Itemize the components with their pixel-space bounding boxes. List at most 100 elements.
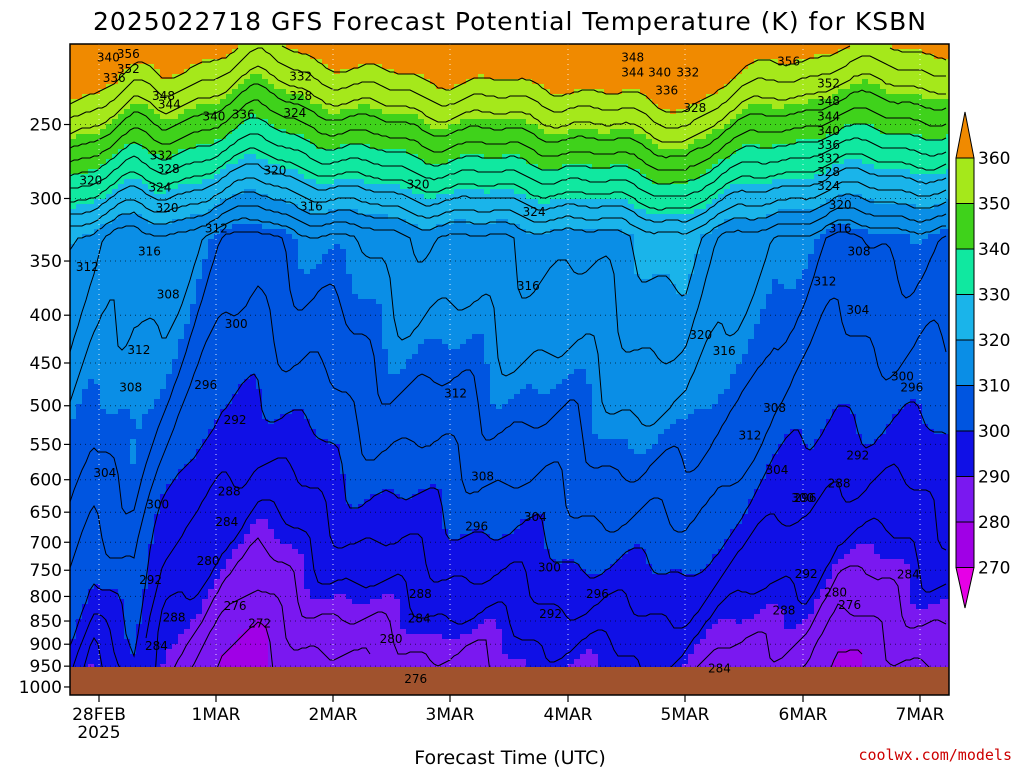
theta-cell bbox=[274, 69, 281, 75]
theta-cell bbox=[112, 384, 119, 390]
theta-cell bbox=[76, 589, 83, 595]
theta-cell bbox=[118, 449, 125, 455]
theta-cell bbox=[76, 379, 83, 385]
theta-cell bbox=[292, 484, 299, 490]
theta-cell bbox=[76, 649, 83, 655]
theta-cell bbox=[286, 209, 293, 215]
theta-cell bbox=[100, 279, 107, 285]
theta-cell bbox=[82, 564, 89, 570]
theta-cell bbox=[160, 569, 167, 575]
theta-cell bbox=[106, 429, 113, 435]
theta-cell bbox=[202, 599, 209, 605]
theta-cell bbox=[166, 584, 173, 590]
theta-cell bbox=[184, 584, 191, 590]
theta-cell bbox=[238, 224, 245, 230]
theta-cell bbox=[250, 504, 257, 510]
theta-cell bbox=[88, 614, 95, 620]
theta-cell bbox=[172, 549, 179, 555]
theta-cell bbox=[136, 119, 143, 125]
theta-cell bbox=[82, 484, 89, 490]
theta-cell bbox=[112, 564, 119, 570]
theta-cell bbox=[274, 129, 281, 135]
theta-cell bbox=[142, 434, 149, 440]
theta-cell bbox=[100, 229, 107, 235]
theta-cell bbox=[76, 479, 83, 485]
theta-cell bbox=[118, 349, 125, 355]
theta-cell bbox=[172, 399, 179, 405]
theta-cell bbox=[274, 364, 281, 370]
theta-cell bbox=[88, 304, 95, 310]
theta-cell bbox=[166, 634, 173, 640]
theta-cell bbox=[196, 264, 203, 270]
theta-cell bbox=[196, 219, 203, 225]
theta-cell bbox=[232, 294, 239, 300]
theta-cell bbox=[292, 204, 299, 210]
theta-cell bbox=[76, 354, 83, 360]
theta-cell bbox=[262, 224, 269, 230]
theta-cell bbox=[214, 539, 221, 545]
theta-cell bbox=[106, 519, 113, 525]
theta-cell bbox=[208, 54, 215, 60]
theta-cell bbox=[172, 459, 179, 465]
theta-cell bbox=[244, 589, 251, 595]
theta-cell bbox=[190, 479, 197, 485]
theta-cell bbox=[292, 169, 299, 175]
theta-cell bbox=[88, 324, 95, 330]
theta-cell bbox=[274, 534, 281, 540]
theta-cell bbox=[124, 529, 131, 535]
theta-cell bbox=[88, 664, 95, 670]
theta-cell bbox=[130, 279, 137, 285]
theta-cell bbox=[256, 629, 263, 635]
theta-cell bbox=[202, 609, 209, 615]
theta-cell bbox=[160, 109, 167, 115]
theta-cell bbox=[112, 649, 119, 655]
theta-cell bbox=[268, 494, 275, 500]
theta-cell bbox=[292, 454, 299, 460]
theta-cell bbox=[202, 404, 209, 410]
theta-cell bbox=[94, 59, 101, 65]
theta-cell bbox=[196, 654, 203, 660]
theta-cell bbox=[244, 104, 251, 110]
theta-cell bbox=[238, 514, 245, 520]
theta-cell bbox=[124, 389, 131, 395]
theta-cell bbox=[148, 289, 155, 295]
theta-cell bbox=[76, 219, 83, 225]
theta-cell bbox=[292, 324, 299, 330]
theta-cell bbox=[244, 214, 251, 220]
theta-cell bbox=[172, 654, 179, 660]
theta-cell bbox=[112, 234, 119, 240]
theta-cell bbox=[112, 494, 119, 500]
theta-cell bbox=[280, 569, 287, 575]
theta-cell bbox=[106, 359, 113, 365]
theta-cell bbox=[178, 99, 185, 105]
theta-cell bbox=[184, 279, 191, 285]
theta-cell bbox=[220, 624, 227, 630]
theta-cell bbox=[232, 404, 239, 410]
theta-cell bbox=[154, 244, 161, 250]
theta-cell bbox=[100, 344, 107, 350]
theta-cell bbox=[250, 344, 257, 350]
theta-cell bbox=[202, 574, 209, 580]
theta-cell bbox=[70, 349, 77, 355]
theta-cell bbox=[124, 44, 131, 50]
theta-cell bbox=[238, 304, 245, 310]
theta-cell bbox=[124, 224, 131, 230]
theta-cell bbox=[88, 49, 95, 55]
theta-cell bbox=[238, 424, 245, 430]
theta-cell bbox=[136, 269, 143, 275]
theta-cell bbox=[130, 239, 137, 245]
theta-cell bbox=[208, 89, 215, 95]
theta-cell bbox=[118, 504, 125, 510]
theta-cell bbox=[130, 119, 137, 125]
theta-cell bbox=[148, 149, 155, 155]
theta-cell bbox=[100, 354, 107, 360]
theta-cell bbox=[118, 424, 125, 430]
theta-cell bbox=[82, 424, 89, 430]
theta-cell bbox=[172, 479, 179, 485]
theta-cell bbox=[280, 589, 287, 595]
theta-cell bbox=[88, 599, 95, 605]
theta-cell bbox=[94, 149, 101, 155]
theta-cell bbox=[190, 104, 197, 110]
theta-cell bbox=[292, 314, 299, 320]
theta-cell bbox=[106, 589, 113, 595]
